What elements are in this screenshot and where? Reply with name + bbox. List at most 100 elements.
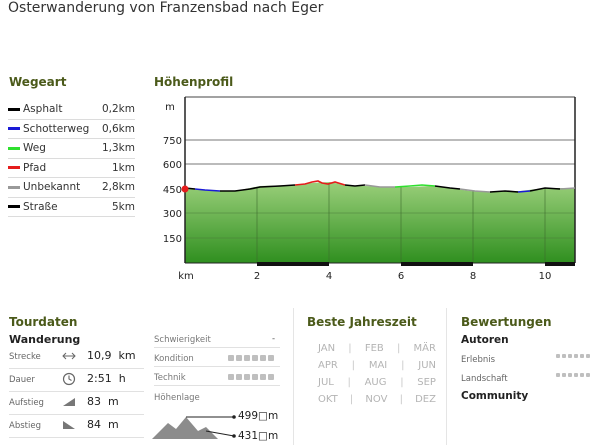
y-unit-label: m <box>165 102 175 113</box>
altitude-min: 431□m <box>238 430 279 442</box>
rating-dot <box>260 355 266 361</box>
y-tick-label: 300 <box>163 209 182 220</box>
descent-icon <box>63 421 75 429</box>
elevation-profile-chart[interactable]: m 750 600 450 300 150 km 2 4 6 8 10 <box>150 96 582 288</box>
technik-rating <box>228 374 274 380</box>
month-aug: AUG <box>364 377 387 388</box>
rating-dot <box>228 374 234 380</box>
legend-value: 0,2km <box>101 103 135 116</box>
x-tick-label: 6 <box>398 271 404 282</box>
legend-value: 2,8km <box>101 181 135 194</box>
elevation-area <box>185 182 575 263</box>
month-nov: NOV <box>365 394 388 405</box>
legend-value: 1km <box>112 161 135 174</box>
km-band <box>257 262 329 266</box>
month-separator: | <box>396 343 401 354</box>
rating-dot <box>556 373 560 377</box>
wegeart-title: Wegeart <box>9 75 67 89</box>
y-tick-label: 750 <box>163 136 182 147</box>
y-tick-label: 150 <box>163 234 182 245</box>
tour-label: Dauer <box>9 375 35 385</box>
clock-icon <box>62 372 76 386</box>
month-okt: OKT <box>318 394 338 405</box>
kondition-label: Kondition <box>154 354 194 364</box>
month-row: APR | MAI | JUN <box>318 360 436 371</box>
divider-line <box>154 347 280 348</box>
rating-dot <box>568 373 572 377</box>
page-title: Osterwanderung von Franzensbad nach Eger <box>8 0 324 16</box>
elevation-line-pfad <box>294 180 346 186</box>
schwierigkeit-label: Schwierigkeit <box>154 335 211 345</box>
legend-name: Unbekannt <box>23 181 81 194</box>
landschaft-rating <box>556 373 590 377</box>
elevation-line-strasse <box>220 184 296 192</box>
rating-dot <box>260 374 266 380</box>
rating-dot <box>244 374 250 380</box>
x-tick-label: 4 <box>326 271 332 282</box>
month-row: JUL | AUG | SEP <box>318 377 436 388</box>
rating-dot <box>244 355 250 361</box>
legend-swatch <box>8 146 20 150</box>
x-tick-label: 8 <box>470 271 476 282</box>
legend-value: 5km <box>112 200 135 213</box>
km-band <box>545 262 575 266</box>
erlebnis-label: Erlebnis <box>461 355 496 365</box>
legend-name: Straße <box>23 200 58 213</box>
tour-row-dauer: Dauer 2:51 h <box>9 369 144 392</box>
tour-row-aufstieg: Aufstieg 83 m <box>9 392 144 415</box>
legend-row: Straße 5km <box>8 198 135 217</box>
column-divider <box>446 308 447 445</box>
tour-value: 2:51 h <box>87 372 126 385</box>
x-unit-label: km <box>178 271 194 282</box>
wegeart-legend: Asphalt 0,2km Schotterweg 0,6km Weg 1,3k… <box>8 100 135 217</box>
month-separator: | <box>399 394 403 405</box>
divider-line <box>154 385 280 386</box>
legend-value: 1,3km <box>101 142 135 155</box>
y-tick-label: 450 <box>163 185 182 196</box>
elevation-line-weg <box>394 184 436 188</box>
tour-value: 83 m <box>87 395 119 408</box>
month-apr: APR <box>318 360 338 371</box>
elevation-line-unbekannt <box>364 184 395 188</box>
month-mai: MAI <box>368 360 388 371</box>
rating-dot <box>268 355 274 361</box>
autoren-heading: Autoren <box>461 334 509 346</box>
tour-label: Aufstieg <box>9 398 44 408</box>
tour-value: 84 m <box>87 418 119 431</box>
legend-row: Schotterweg 0,6km <box>8 120 135 139</box>
elevation-line-strasse <box>529 187 561 192</box>
month-jan: JAN <box>318 343 336 354</box>
elevation-line-strasse <box>344 184 366 187</box>
rating-dot <box>574 354 578 358</box>
legend-name: Asphalt <box>23 103 63 116</box>
rating-dot <box>574 373 578 377</box>
rating-dot <box>562 373 566 377</box>
bewertungen-title: Bewertungen <box>461 315 552 329</box>
y-tick-label: 600 <box>163 160 182 171</box>
tourdaten-title: Tourdaten <box>9 315 78 329</box>
rating-dot <box>252 355 258 361</box>
elevation-line-schotterweg <box>517 190 531 193</box>
start-marker[interactable] <box>181 185 189 193</box>
erlebnis-rating <box>556 354 590 358</box>
month-row: OKT | NOV | DEZ <box>318 394 436 405</box>
legend-value: 0,6km <box>101 122 135 135</box>
rating-dot <box>236 374 242 380</box>
landschaft-label: Landschaft <box>461 374 508 384</box>
month-separator: | <box>400 377 404 388</box>
month-separator: | <box>349 394 354 405</box>
rating-dot <box>268 374 274 380</box>
hoehenlage-label: Höhenlage <box>154 393 200 403</box>
month-row: JAN | FEB | MÄR <box>318 343 436 354</box>
divider-line <box>154 366 280 367</box>
rating-dot <box>236 355 242 361</box>
month-separator: | <box>347 377 351 388</box>
elevation-line-schotterweg <box>194 188 221 192</box>
legend-swatch <box>8 127 20 131</box>
legend-swatch <box>8 185 20 189</box>
rating-dot <box>580 354 584 358</box>
tour-label: Strecke <box>9 352 41 362</box>
month-dez: DEZ <box>415 394 436 405</box>
rating-dot <box>556 354 560 358</box>
legend-name: Schotterweg <box>23 122 90 135</box>
